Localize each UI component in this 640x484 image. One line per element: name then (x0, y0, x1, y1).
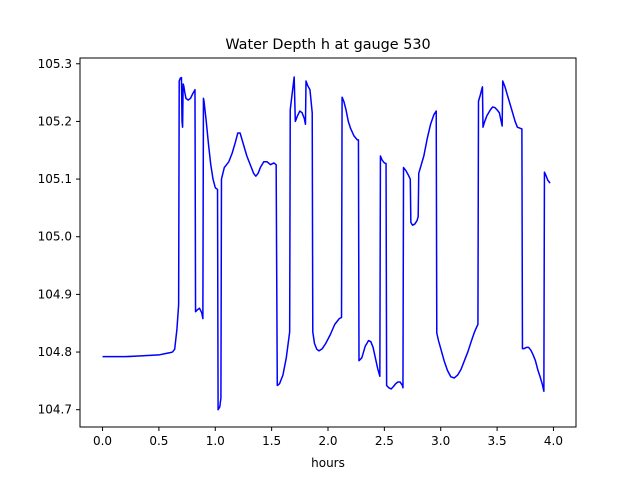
x-tick-label: 4.0 (544, 434, 563, 448)
x-tick-label: 2.5 (375, 434, 394, 448)
axis-ticks: 0.0 0.5 1.0 1.5 2.0 2.5 3.0 3.5 4.0 104.7 104.8 104… (38, 57, 563, 448)
x-tick-label: 3.0 (431, 434, 450, 448)
x-tick-label: 1.0 (206, 434, 225, 448)
y-tick-label: 104.9 (38, 287, 72, 301)
x-tick-label: 0.0 (93, 434, 112, 448)
x-tick-label: 3.5 (488, 434, 507, 448)
x-tick-label: 1.5 (262, 434, 281, 448)
y-tick-label: 105.0 (38, 230, 72, 244)
y-tick-label: 105.3 (38, 57, 72, 71)
x-tick-label: 2.0 (318, 434, 337, 448)
x-tick-label: 0.5 (149, 434, 168, 448)
chart-title: Water Depth h at gauge 530 (225, 37, 430, 53)
x-axis-label: hours (311, 456, 345, 470)
y-tick-label: 105.1 (38, 172, 72, 186)
series-line-0 (102, 76, 551, 411)
y-tick-label: 104.8 (38, 345, 72, 359)
y-tick-label: 105.2 (38, 114, 72, 128)
y-tick-label: 104.7 (38, 403, 72, 417)
